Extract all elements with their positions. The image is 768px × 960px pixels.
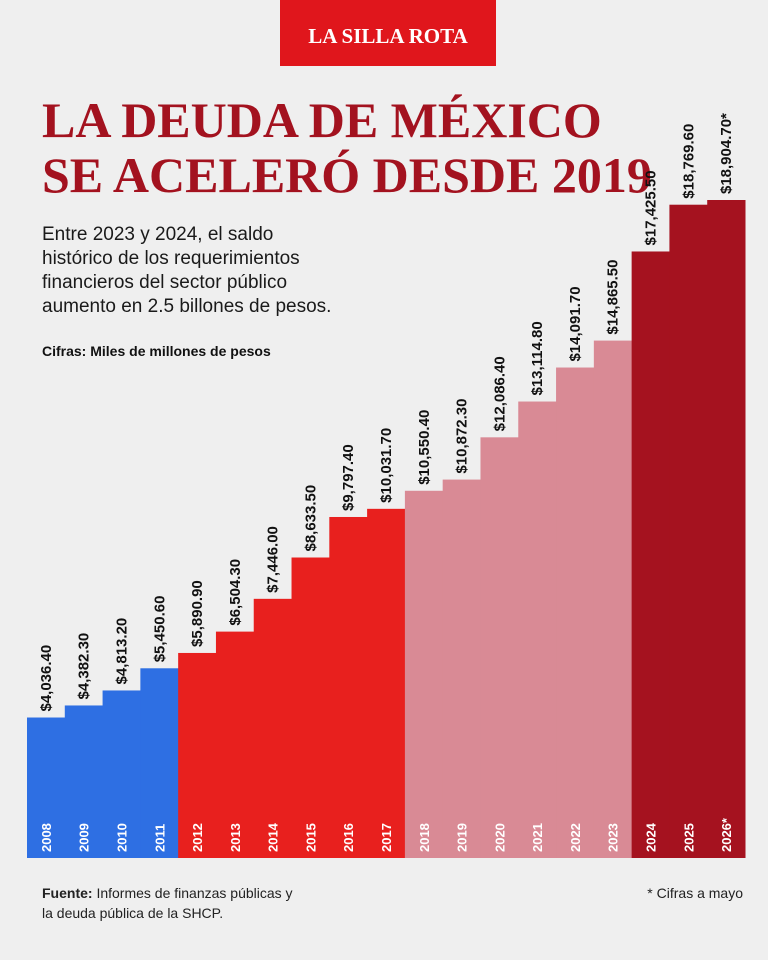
source: Fuente: Informes de finanzas públicas y [42, 885, 293, 901]
value-label: $17,425.50 [643, 170, 660, 245]
year-label: 2017 [379, 823, 394, 852]
units-note: Cifras: Miles de millones de pesos [42, 343, 271, 359]
brand-box [280, 0, 496, 66]
year-label: 2012 [190, 823, 205, 852]
value-label: $13,114.80 [529, 321, 546, 395]
value-label: $10,872.30 [454, 398, 471, 473]
bar [329, 516, 368, 858]
brand: LA SILLA ROTA [308, 24, 468, 48]
year-label: 2018 [417, 823, 432, 852]
year-label: 2022 [568, 823, 583, 852]
subtitle-line: financieros del sector público [42, 272, 287, 293]
subtitle-line: Entre 2023 y 2024, el saldo [42, 224, 273, 245]
value-label: $12,086.40 [491, 356, 508, 431]
value-label: $4,382.30 [76, 633, 93, 700]
year-label: 2014 [266, 822, 281, 852]
year-label: 2025 [681, 823, 696, 852]
bar [27, 717, 66, 858]
year-label: 2015 [303, 823, 318, 852]
bar [480, 437, 519, 858]
value-label: $9,797.40 [340, 444, 357, 511]
year-label: 2013 [228, 823, 243, 852]
value-label: $8,633.50 [302, 485, 319, 552]
value-label: $5,890.90 [189, 580, 206, 647]
bar [404, 490, 444, 858]
bar [631, 251, 670, 858]
year-label: 2024 [644, 822, 659, 852]
subtitle-line: aumento en 2.5 billones de pesos. [42, 296, 331, 317]
bar [442, 479, 481, 858]
year-label: 2023 [606, 823, 621, 852]
title-line: LA DEUDA DE MÉXICO [42, 92, 602, 148]
bar [215, 631, 255, 858]
bar [178, 652, 217, 858]
year-label: 2021 [530, 823, 545, 852]
bar [291, 557, 330, 858]
footnote: * Cifras a mayo [647, 885, 743, 901]
value-label: $5,450.60 [151, 596, 168, 663]
year-label: 2008 [39, 823, 54, 852]
value-label: $10,031.70 [378, 428, 395, 503]
bar [707, 200, 746, 858]
bar [518, 401, 557, 858]
source-label: Fuente: [42, 885, 93, 901]
bar [593, 340, 633, 858]
bar [253, 598, 293, 858]
source-line: Informes de finanzas públicas y [96, 885, 292, 901]
bar [669, 204, 708, 858]
bar [64, 705, 104, 858]
year-label: 2010 [114, 823, 129, 852]
year-label: 2016 [341, 823, 356, 852]
value-label: $7,446.00 [265, 526, 282, 593]
title-line: SE ACELERÓ DESDE 2019 [42, 147, 652, 203]
bar [367, 508, 406, 858]
source-line: la deuda pública de la SHCP. [42, 905, 223, 921]
value-label: $18,904.70* [718, 113, 735, 194]
value-label: $4,813.20 [113, 618, 130, 685]
subtitle-line: histórico de los requerimientos [42, 248, 300, 269]
value-label: $10,550.40 [416, 410, 433, 485]
bar [556, 367, 595, 858]
value-label: $14,865.50 [605, 260, 622, 335]
year-label: 2026* [719, 817, 734, 852]
value-label: $14,091.70 [567, 286, 584, 361]
year-label: 2009 [77, 823, 92, 852]
bar [102, 690, 141, 858]
bar [140, 668, 179, 858]
year-label: 2011 [152, 824, 167, 852]
value-label: $6,504.30 [227, 559, 244, 626]
year-label: 2019 [455, 823, 470, 852]
year-label: 2020 [492, 823, 507, 852]
value-label: $4,036.40 [38, 645, 55, 712]
value-label: $18,769.60 [680, 124, 697, 199]
